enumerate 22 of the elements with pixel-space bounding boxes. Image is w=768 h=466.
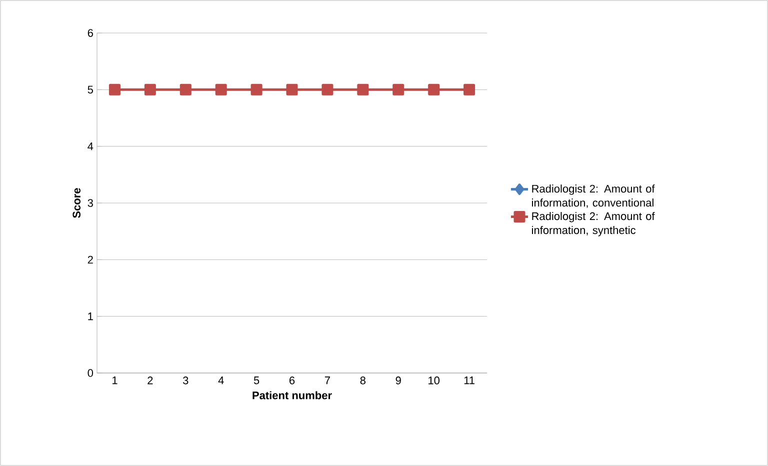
- x-tick-label: 7: [324, 376, 330, 384]
- x-axis-title: Patient number: [252, 391, 332, 400]
- y-tick-label: 3: [88, 199, 93, 207]
- x-tick-label: 8: [360, 376, 366, 384]
- x-tick-label: 2: [148, 376, 153, 384]
- y-tick-label: 6: [88, 29, 93, 37]
- x-tick-label: 10: [428, 376, 440, 384]
- x-tick-label: 4: [218, 376, 224, 384]
- x-tick-label: 11: [464, 376, 474, 384]
- y-axis-title: Score: [72, 188, 80, 218]
- y-tick-label: 0: [88, 369, 94, 377]
- y-tick-label: 1: [88, 312, 93, 320]
- x-tick-label: 3: [183, 376, 188, 384]
- x-tick-label: 9: [396, 376, 401, 384]
- legend-label: Radiologist 2: Amount of information, synthetic: [532, 212, 655, 236]
- x-tick-label: 1: [112, 376, 118, 384]
- y-tick-label: 4: [88, 142, 94, 150]
- x-tick-label: 6: [290, 376, 295, 384]
- legend-label: Radiologist 2: Amount of information, conventional: [532, 184, 655, 208]
- y-tick-label: 5: [88, 86, 93, 94]
- x-tick-label: 5: [254, 376, 260, 384]
- y-tick-label: 2: [88, 256, 93, 264]
